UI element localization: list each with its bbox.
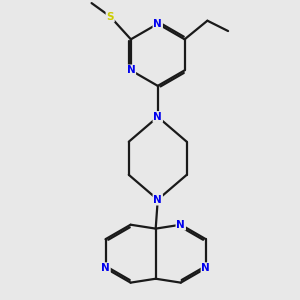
Text: S: S [106, 12, 114, 22]
Text: N: N [153, 19, 162, 29]
Text: N: N [127, 65, 135, 75]
Text: N: N [176, 220, 185, 230]
Text: N: N [101, 263, 110, 273]
Text: N: N [153, 195, 162, 205]
Text: N: N [153, 112, 162, 122]
Text: N: N [202, 263, 210, 273]
